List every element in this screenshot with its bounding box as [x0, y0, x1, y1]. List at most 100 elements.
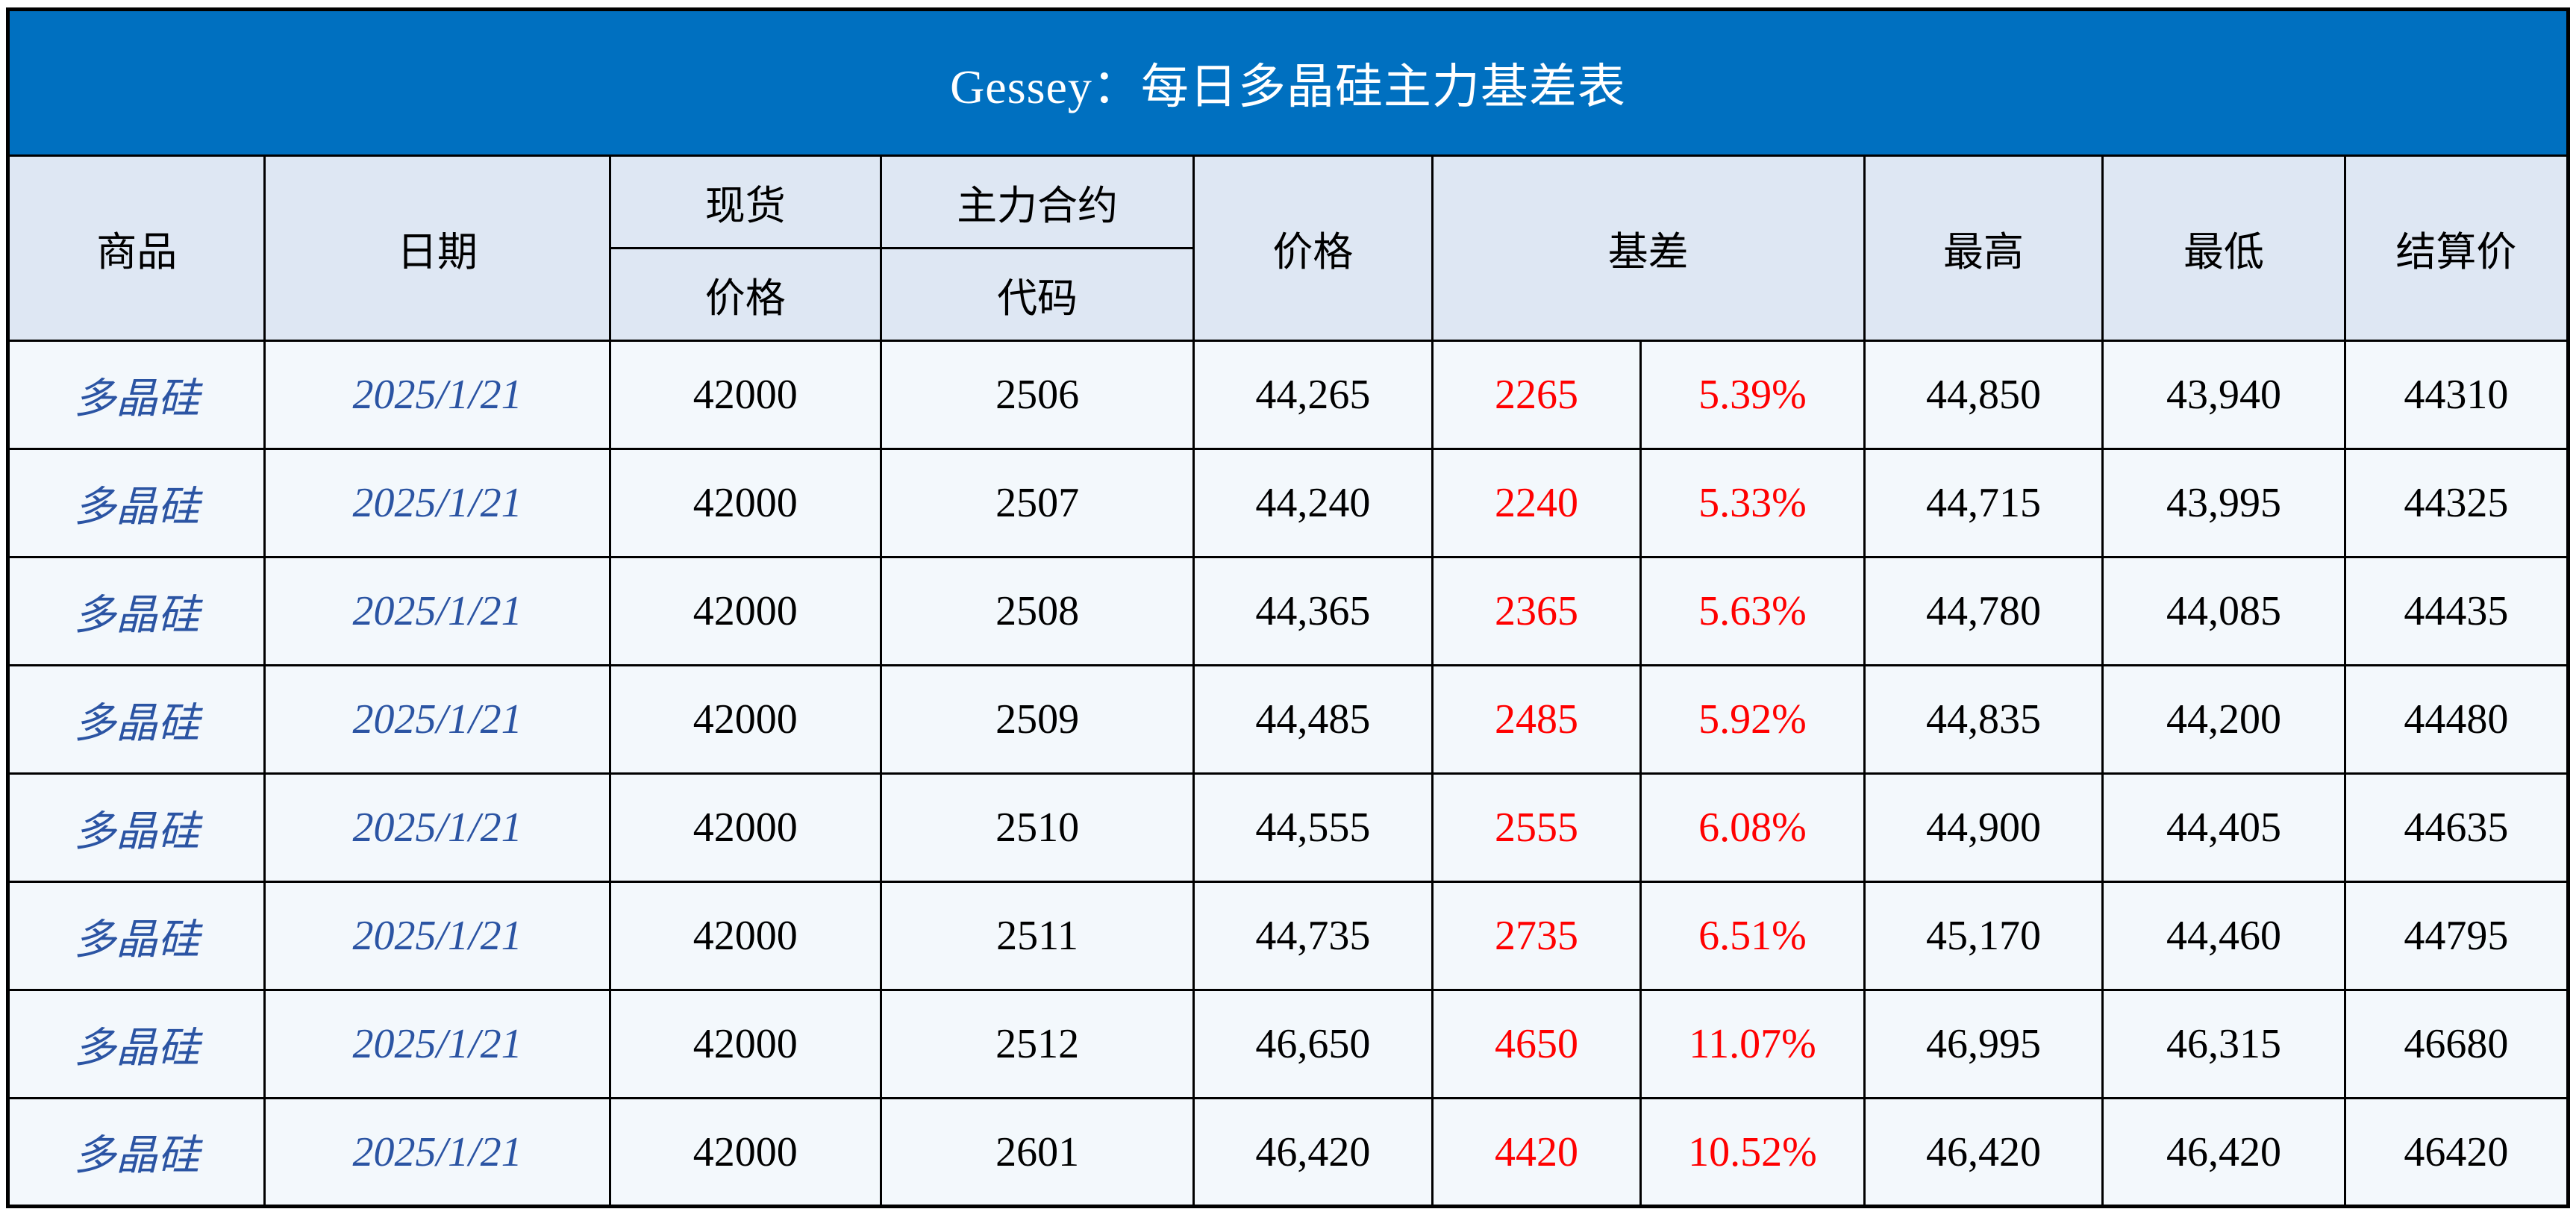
table-row: 多晶硅 2025/1/21 42000 2601 46,420 4420 10.… [6, 1097, 2570, 1208]
cell-low: 46,420 [2101, 1097, 2346, 1208]
cell-high: 46,995 [1863, 989, 2104, 1099]
cell-basis-pct: 5.92% [1639, 664, 1866, 775]
cell-settlement: 44310 [2343, 340, 2570, 450]
cell-low: 43,940 [2101, 340, 2346, 450]
cell-spot-price: 42000 [608, 881, 882, 991]
cell-basis: 2240 [1431, 448, 1642, 558]
cell-date: 2025/1/21 [263, 1097, 611, 1208]
cell-basis-pct: 10.52% [1639, 1097, 1866, 1208]
cell-basis-pct: 5.63% [1639, 556, 1866, 666]
cell-basis-pct: 5.33% [1639, 448, 1866, 558]
col-header-spot-price: 价格 [608, 247, 882, 342]
title-row: Gessey：每日多晶硅主力基差表 [7, 8, 2569, 157]
cell-basis-pct: 11.07% [1639, 989, 1866, 1099]
cell-high: 44,850 [1863, 340, 2104, 450]
col-header-settlement: 结算价 [2343, 154, 2570, 342]
cell-spot-price: 42000 [608, 1097, 882, 1208]
col-header-price: 价格 [1192, 154, 1434, 342]
col-header-low: 最低 [2101, 154, 2346, 342]
cell-commodity: 多晶硅 [6, 556, 266, 666]
table-row: 多晶硅 2025/1/21 42000 2511 44,735 2735 6.5… [6, 881, 2570, 991]
cell-contract-code: 2507 [879, 448, 1195, 558]
cell-spot-price: 42000 [608, 448, 882, 558]
cell-settlement: 46680 [2343, 989, 2570, 1099]
cell-commodity: 多晶硅 [6, 772, 266, 883]
cell-spot-price: 42000 [608, 340, 882, 450]
cell-high: 44,780 [1863, 556, 2104, 666]
col-header-commodity: 商品 [6, 154, 266, 342]
cell-basis: 2555 [1431, 772, 1642, 883]
cell-spot-price: 42000 [608, 989, 882, 1099]
cell-date: 2025/1/21 [263, 772, 611, 883]
header-row-2: 价格 代码 [8, 247, 2569, 342]
cell-commodity: 多晶硅 [6, 1097, 266, 1208]
cell-basis-pct: 5.39% [1639, 340, 1866, 450]
cell-low: 44,200 [2101, 664, 2346, 775]
table-row: 多晶硅 2025/1/21 42000 2510 44,555 2555 6.0… [6, 772, 2570, 883]
cell-price: 46,650 [1192, 989, 1434, 1099]
cell-settlement: 46420 [2343, 1097, 2570, 1208]
cell-high: 46,420 [1863, 1097, 2104, 1208]
cell-price: 44,485 [1192, 664, 1434, 775]
col-header-date: 日期 [263, 154, 611, 342]
cell-price: 44,555 [1192, 772, 1434, 883]
cell-basis: 4420 [1431, 1097, 1642, 1208]
cell-contract-code: 2506 [879, 340, 1195, 450]
cell-low: 43,995 [2101, 448, 2346, 558]
table-row: 多晶硅 2025/1/21 42000 2506 44,265 2265 5.3… [6, 340, 2570, 450]
cell-basis: 4650 [1431, 989, 1642, 1099]
col-header-contract-code: 代码 [879, 247, 1195, 342]
cell-high: 44,715 [1863, 448, 2104, 558]
cell-contract-code: 2511 [879, 881, 1195, 991]
cell-low: 46,315 [2101, 989, 2346, 1099]
cell-contract-code: 2512 [879, 989, 1195, 1099]
table-row: 多晶硅 2025/1/21 42000 2507 44,240 2240 5.3… [6, 448, 2570, 558]
header-row-1: 商品 日期 现货 主力合约 价格 基差 最高 最低 结算价 [6, 154, 2570, 342]
cell-price: 44,735 [1192, 881, 1434, 991]
col-header-spot: 现货 [608, 154, 882, 249]
cell-commodity: 多晶硅 [6, 340, 266, 450]
cell-commodity: 多晶硅 [6, 448, 266, 558]
page-title: Gessey：每日多晶硅主力基差表 [7, 8, 2569, 157]
cell-date: 2025/1/21 [263, 448, 611, 558]
cell-basis: 2485 [1431, 664, 1642, 775]
basis-table: Gessey：每日多晶硅主力基差表 商品 日期 现货 主力合约 价格 基差 最高… [6, 7, 2570, 1208]
cell-commodity: 多晶硅 [6, 881, 266, 991]
cell-spot-price: 42000 [608, 556, 882, 666]
cell-low: 44,460 [2101, 881, 2346, 991]
cell-contract-code: 2601 [879, 1097, 1195, 1208]
cell-basis-pct: 6.51% [1639, 881, 1866, 991]
cell-commodity: 多晶硅 [6, 989, 266, 1099]
cell-price: 44,365 [1192, 556, 1434, 666]
cell-basis: 2265 [1431, 340, 1642, 450]
basis-table-container: Gessey：每日多晶硅主力基差表 商品 日期 现货 主力合约 价格 基差 最高… [6, 7, 2570, 1208]
cell-high: 44,900 [1863, 772, 2104, 883]
cell-high: 45,170 [1863, 881, 2104, 991]
cell-date: 2025/1/21 [263, 881, 611, 991]
cell-date: 2025/1/21 [263, 340, 611, 450]
cell-settlement: 44480 [2343, 664, 2570, 775]
col-header-high: 最高 [1863, 154, 2104, 342]
cell-price: 46,420 [1192, 1097, 1434, 1208]
cell-spot-price: 42000 [608, 772, 882, 883]
cell-settlement: 44635 [2343, 772, 2570, 883]
cell-basis: 2365 [1431, 556, 1642, 666]
table-row: 多晶硅 2025/1/21 42000 2509 44,485 2485 5.9… [6, 664, 2570, 775]
cell-contract-code: 2510 [879, 772, 1195, 883]
cell-date: 2025/1/21 [263, 989, 611, 1099]
cell-price: 44,265 [1192, 340, 1434, 450]
cell-basis: 2735 [1431, 881, 1642, 991]
col-header-basis: 基差 [1431, 154, 1866, 342]
cell-low: 44,405 [2101, 772, 2346, 883]
cell-settlement: 44435 [2343, 556, 2570, 666]
cell-commodity: 多晶硅 [6, 664, 266, 775]
cell-date: 2025/1/21 [263, 556, 611, 666]
cell-settlement: 44325 [2343, 448, 2570, 558]
cell-date: 2025/1/21 [263, 664, 611, 775]
cell-high: 44,835 [1863, 664, 2104, 775]
table-row: 多晶硅 2025/1/21 42000 2512 46,650 4650 11.… [6, 989, 2570, 1099]
cell-spot-price: 42000 [608, 664, 882, 775]
cell-price: 44,240 [1192, 448, 1434, 558]
cell-contract-code: 2508 [879, 556, 1195, 666]
cell-settlement: 44795 [2343, 881, 2570, 991]
